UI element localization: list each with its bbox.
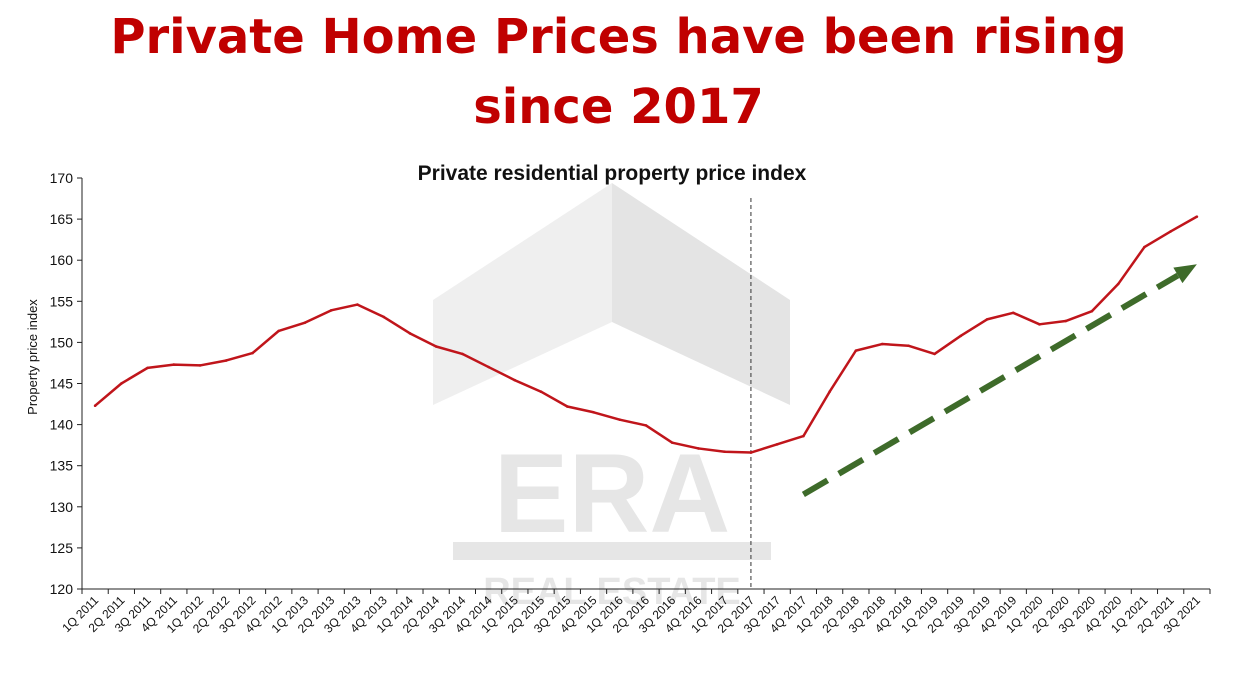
series-point	[1169, 230, 1172, 233]
series-point	[880, 342, 884, 346]
y-tick-label: 145	[50, 376, 74, 392]
series-point	[959, 334, 963, 338]
series-point	[644, 424, 648, 427]
series-point	[172, 363, 176, 366]
series-point	[198, 364, 202, 367]
y-axis-label: Property price index	[25, 299, 40, 415]
series-point	[382, 315, 385, 319]
series-point	[985, 318, 989, 321]
y-tick-label: 130	[50, 499, 74, 515]
series-point	[539, 390, 543, 394]
series-point	[618, 418, 622, 421]
y-axis-ticks: 120 125 130 135 140 145 150 155 160 165 170	[50, 170, 82, 597]
series-point	[802, 434, 805, 438]
series-point	[1064, 319, 1068, 323]
trend-arrow-line	[801, 272, 1180, 498]
series-point	[775, 443, 779, 446]
series-point	[854, 349, 858, 352]
series-point	[697, 447, 700, 450]
headline-line-2: since 2017	[473, 79, 764, 135]
watermark-tagline: REAL ESTATE	[483, 571, 741, 613]
y-tick-label: 125	[50, 540, 74, 556]
y-tick-label: 140	[50, 417, 74, 433]
series-points	[93, 215, 1199, 454]
y-tick-label: 120	[50, 581, 74, 597]
series-point	[251, 351, 254, 355]
series-point	[592, 410, 595, 414]
series-point	[277, 329, 281, 333]
series-point	[356, 303, 359, 306]
series-point	[566, 405, 569, 408]
y-tick-label: 155	[50, 293, 74, 309]
series-point	[1116, 282, 1120, 286]
y-tick-label: 165	[50, 211, 74, 227]
trend-arrow-head	[1173, 264, 1197, 284]
y-tick-label: 135	[50, 458, 74, 474]
watermark-bar	[453, 542, 771, 560]
series-point	[408, 332, 412, 335]
series-point	[1143, 245, 1146, 249]
series-point	[749, 451, 753, 454]
watermark-logo: ERA	[494, 431, 730, 556]
series-point	[461, 352, 464, 356]
y-tick-label: 170	[50, 170, 74, 186]
watermark-roof-left	[433, 183, 612, 405]
series-point	[933, 352, 936, 356]
series-point	[120, 382, 123, 385]
series-point	[513, 378, 517, 382]
series-point	[1038, 323, 1041, 326]
series-point	[907, 344, 910, 347]
series-point	[1011, 311, 1015, 315]
series-point	[146, 366, 149, 370]
series-point	[1195, 215, 1199, 218]
y-tick-label: 160	[50, 252, 74, 268]
series-point	[828, 390, 831, 394]
series-point	[224, 359, 228, 362]
series-point	[303, 321, 307, 324]
series-point	[670, 441, 674, 444]
series-point	[93, 404, 97, 407]
series-point	[723, 450, 726, 454]
series-point	[329, 309, 333, 312]
era-watermark: ERA REAL ESTATE	[433, 183, 790, 613]
chart-title: Private residential property price index	[418, 162, 807, 185]
series-point	[1090, 309, 1094, 313]
series-point	[487, 365, 490, 369]
watermark-roof-right	[612, 183, 790, 405]
y-tick-label: 150	[50, 334, 74, 350]
series-point	[434, 345, 438, 348]
headline-line-1: Private Home Prices have been rising	[110, 9, 1127, 65]
